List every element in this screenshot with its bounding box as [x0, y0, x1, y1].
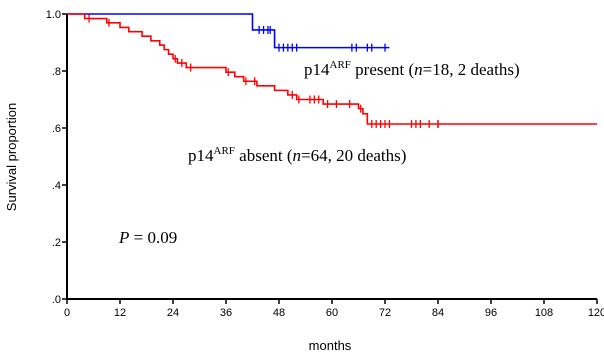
legend-absent-suffix-b: =64, 20 deaths) [301, 146, 406, 165]
legend-absent-n: n [293, 146, 302, 165]
x-tick-label: 48 [273, 307, 285, 319]
series-line-present [67, 13, 390, 49]
p-value-letter: P [118, 228, 129, 247]
x-tick-label: 108 [535, 307, 553, 319]
legend-present-prefix: p14 [304, 60, 330, 79]
y-tick-label: .0 [52, 294, 61, 306]
legend-present-suffix-b: =18, 2 deaths) [423, 60, 520, 79]
y-axis-title: Survival proportion [4, 103, 19, 211]
y-tick-label: 1.0 [46, 9, 61, 21]
legend-absent-prefix: p14 [188, 146, 214, 165]
x-tick-label: 0 [64, 307, 70, 319]
y-tick-label: .4 [52, 180, 61, 192]
x-tick-label: 24 [167, 307, 179, 319]
x-tick-label: 12 [114, 307, 126, 319]
p-value-annotation: P = 0.09 [118, 228, 177, 247]
x-tick-label: 60 [326, 307, 338, 319]
legend-absent: p14ARF absent (n=64, 20 deaths) [188, 145, 406, 165]
x-tick-label: 120 [588, 307, 604, 319]
axes: 0 12 24 36 48 60 72 84 96 108 120 .0 .2 .4 .6 .8 1.0 [46, 9, 604, 319]
legend-present-suffix-a: present ( [355, 60, 414, 79]
legend-present: p14ARF present (n=18, 2 deaths) [304, 59, 520, 79]
x-tick-label: 72 [379, 307, 391, 319]
p-value-rest: = 0.09 [129, 228, 177, 247]
legend-absent-suffix-a: absent ( [239, 146, 293, 165]
series-line-absent [67, 13, 597, 125]
series-group [67, 13, 597, 129]
x-tick-label: 96 [485, 307, 497, 319]
x-tick-label: 36 [220, 307, 232, 319]
legend-present-sup: ARF [330, 59, 351, 71]
x-axis-title: months [309, 338, 352, 353]
x-tick-label: 84 [432, 307, 444, 319]
y-tick-label: .2 [52, 237, 61, 249]
legend-absent-sup: ARF [214, 145, 235, 157]
y-tick-label: .6 [52, 123, 61, 135]
y-tick-label: .8 [52, 66, 61, 78]
legend-present-n: n [414, 60, 423, 79]
